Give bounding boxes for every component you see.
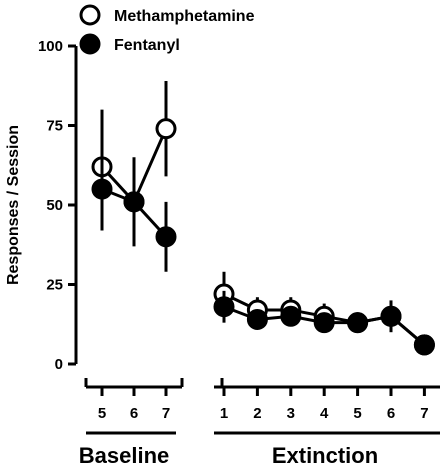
y-axis: 0 25 50 75 100 xyxy=(38,38,78,373)
x-tick-label: 5 xyxy=(98,405,106,422)
data-point-fentanyl xyxy=(155,226,177,248)
x-tick-label: 2 xyxy=(253,405,261,422)
legend-marker xyxy=(79,4,101,26)
series xyxy=(91,147,177,272)
x-axes: 5 6 7 Baseline 1 2 3 4 5 6 7 Extinction xyxy=(79,378,440,468)
x-tick-label: 1 xyxy=(220,405,228,422)
data-point-fentanyl xyxy=(123,191,145,213)
x-tick-label: 6 xyxy=(130,405,138,422)
x-tick-label: 4 xyxy=(320,405,329,422)
y-tick-label: 25 xyxy=(46,277,63,294)
group-label: Extinction xyxy=(272,443,378,468)
y-axis-title: Responses / Session xyxy=(5,125,22,285)
data-point-fentanyl xyxy=(380,305,402,327)
data-point-fentanyl xyxy=(313,312,335,334)
data-point-fentanyl xyxy=(347,312,369,334)
data-point-fentanyl xyxy=(213,296,235,318)
y-tick-label: 50 xyxy=(46,197,63,214)
group-label: Baseline xyxy=(79,443,170,468)
legend-marker xyxy=(79,33,101,55)
y-tick-label: 100 xyxy=(38,38,63,55)
x-tick-label: 5 xyxy=(353,405,361,422)
data-point-fentanyl xyxy=(246,308,268,330)
data-point-fentanyl xyxy=(280,305,302,327)
series xyxy=(213,290,435,356)
x-tick-label: 7 xyxy=(420,405,428,422)
data-point-fentanyl xyxy=(91,178,113,200)
legend-label: Methamphetamine xyxy=(114,8,255,25)
y-tick-label: 75 xyxy=(46,118,63,135)
y-tick-label: 0 xyxy=(55,356,63,373)
data-point-methamphetamine xyxy=(155,118,177,140)
plot-area xyxy=(91,80,435,356)
legend: Methamphetamine Fentanyl xyxy=(79,4,255,55)
x-tick-label: 6 xyxy=(387,405,395,422)
data-point-fentanyl xyxy=(413,334,435,356)
x-tick-label: 3 xyxy=(287,405,295,422)
legend-label: Fentanyl xyxy=(114,37,180,54)
x-tick-label: 7 xyxy=(162,405,170,422)
